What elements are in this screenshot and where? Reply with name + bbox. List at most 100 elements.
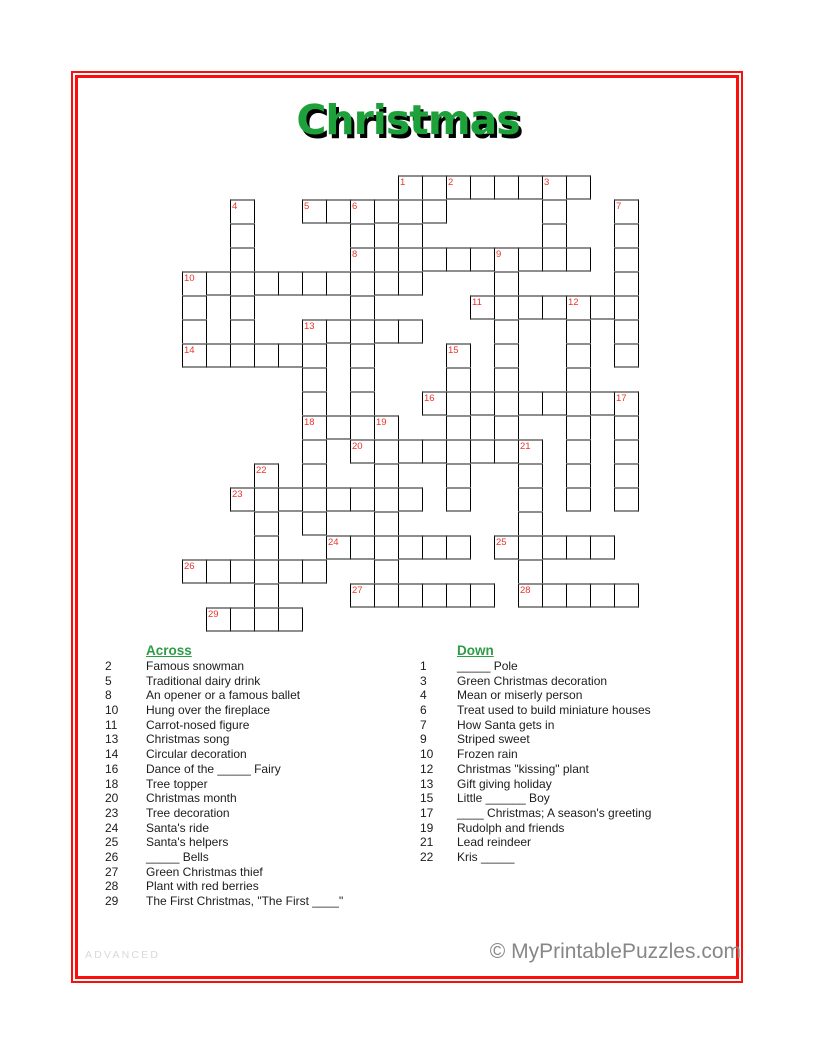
- grid-cell: [446, 535, 471, 560]
- clue-text: Treat used to build miniature houses: [457, 703, 651, 718]
- grid-cell: [446, 415, 471, 440]
- cell-number: 24: [328, 537, 339, 548]
- clue-number: 18: [105, 776, 119, 791]
- clue-text: Plant with red berries: [146, 879, 259, 894]
- grid-cell: [422, 583, 447, 608]
- grid-cell: [566, 415, 591, 440]
- clue-text: How Santa gets in: [457, 717, 555, 732]
- clue-text: Green Christmas decoration: [457, 673, 608, 688]
- clue-item: 12 Christmas "kissing" plant: [420, 762, 730, 777]
- grid-cell: [566, 295, 591, 320]
- clue-number: 17: [420, 805, 434, 820]
- clue-item: 24 Santa's ride: [105, 821, 385, 836]
- grid-cell: [542, 199, 567, 224]
- grid-cell: [446, 247, 471, 272]
- grid-cell: [254, 511, 279, 536]
- grid-cell: [398, 247, 423, 272]
- grid-cell: [254, 535, 279, 560]
- clue-text: Famous snowman: [146, 659, 245, 673]
- grid-cell: [326, 415, 351, 440]
- grid-cell: [614, 439, 639, 464]
- clue-text: Dance of the _____ Fairy: [146, 761, 281, 776]
- grid-cell: [470, 391, 495, 416]
- grid-cell: [302, 511, 327, 536]
- grid-cell: [494, 271, 519, 296]
- grid-cell: [182, 271, 207, 296]
- grid-cell: [374, 319, 399, 344]
- clue-text: Santa's helpers: [146, 835, 229, 850]
- grid-cell: [614, 343, 639, 368]
- grid-cell: [302, 463, 327, 488]
- grid-cell: [398, 271, 423, 296]
- grid-cell: [566, 439, 591, 464]
- grid-cell: [518, 247, 543, 272]
- grid-cell: [614, 247, 639, 272]
- grid-cell: [518, 559, 543, 584]
- grid-cell: [374, 463, 399, 488]
- grid-cell: [590, 391, 615, 416]
- clue-number: 25: [105, 835, 119, 850]
- grid-cell: [230, 487, 255, 512]
- grid-cell: [446, 487, 471, 512]
- clue-text: Carrot-nosed figure: [146, 717, 250, 732]
- grid-cell: [542, 223, 567, 248]
- grid-cell: [470, 247, 495, 272]
- clue-number: 21: [420, 835, 434, 850]
- grid-cell: [254, 463, 279, 488]
- grid-cell: [422, 199, 447, 224]
- grid-cell: [446, 367, 471, 392]
- clue-item: 28 Plant with red berries: [105, 879, 385, 894]
- clue-text: Christmas "kissing" plant: [457, 761, 589, 776]
- grid-cell: [518, 439, 543, 464]
- grid-cell: [254, 559, 279, 584]
- grid-cell: [254, 487, 279, 512]
- grid-cell: [278, 343, 303, 368]
- grid-cell: [566, 319, 591, 344]
- grid-cell: [230, 343, 255, 368]
- clue-number: 10: [105, 703, 119, 718]
- clue-text: Christmas song: [146, 732, 230, 747]
- grid-cell: [446, 175, 471, 200]
- cell-number: 25: [496, 537, 507, 548]
- clue-number: 12: [420, 761, 434, 776]
- cell-number: 17: [616, 393, 627, 404]
- grid-cell: [398, 439, 423, 464]
- grid-cell: [230, 295, 255, 320]
- clue-number: 11: [105, 717, 118, 732]
- grid-cell: [566, 175, 591, 200]
- grid-cell: [230, 319, 255, 344]
- clue-text: Striped sweet: [457, 732, 530, 747]
- grid-cell: [350, 247, 375, 272]
- grid-cell: [350, 223, 375, 248]
- down-header: Down: [457, 643, 494, 658]
- grid-cell: [422, 535, 447, 560]
- clue-number: 8: [105, 688, 112, 703]
- grid-cell: [494, 175, 519, 200]
- clue-number: 7: [420, 717, 427, 732]
- grid-cell: [614, 391, 639, 416]
- grid-cell: [326, 487, 351, 512]
- grid-cell: [446, 439, 471, 464]
- grid-cell: [398, 175, 423, 200]
- grid-cell: [542, 247, 567, 272]
- clue-item: 15 Little ______ Boy: [420, 791, 730, 806]
- clue-text: Gift giving holiday: [457, 776, 552, 791]
- grid-cell: [518, 487, 543, 512]
- grid-cell: [614, 271, 639, 296]
- grid-cell: [542, 391, 567, 416]
- clue-number: 16: [105, 761, 119, 776]
- grid-cell: [326, 535, 351, 560]
- cell-number: 23: [232, 489, 243, 500]
- grid-cell: [494, 295, 519, 320]
- grid-cell: [206, 271, 231, 296]
- clue-number: 2: [105, 659, 112, 673]
- clue-item: 3 Green Christmas decoration: [420, 674, 730, 689]
- clue-text: Lead reindeer: [457, 835, 532, 850]
- clue-text: ____ Christmas; A season's greeting: [457, 805, 652, 820]
- grid-cell: [566, 583, 591, 608]
- grid-cell: [614, 415, 639, 440]
- clue-item: 23 Tree decoration: [105, 806, 385, 821]
- clue-text: Hung over the fireplace: [146, 703, 271, 718]
- grid-cell: [374, 271, 399, 296]
